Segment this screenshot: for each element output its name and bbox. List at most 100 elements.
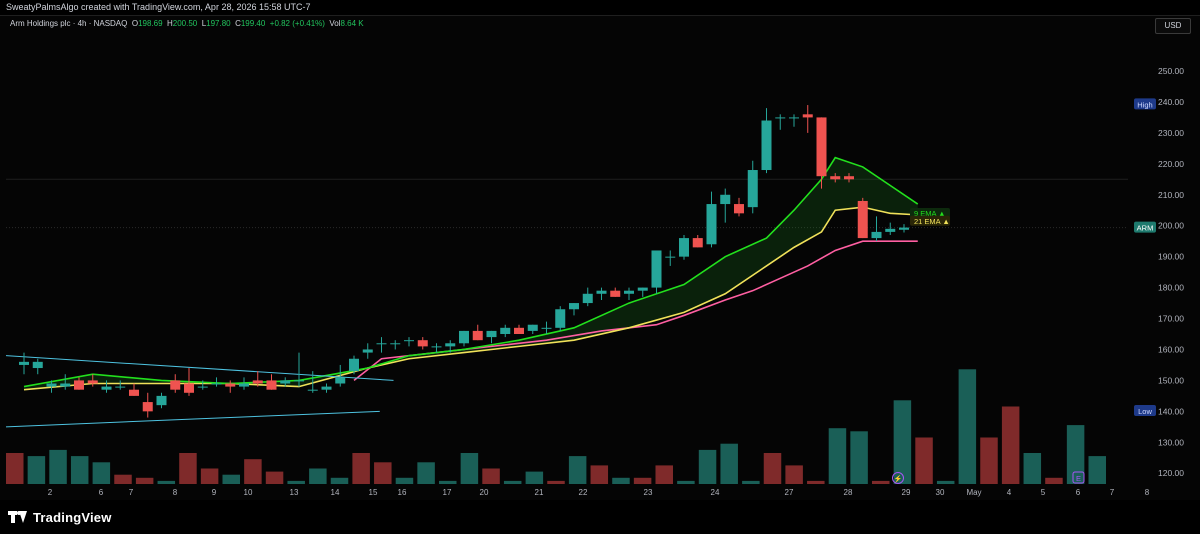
y-tick-label: 160.00: [1158, 344, 1184, 354]
candle-body: [624, 290, 634, 294]
volume-bar: [980, 437, 998, 484]
x-tick-label: 29: [902, 488, 911, 497]
candle-body: [857, 200, 868, 239]
close-value: 199.40: [240, 19, 266, 28]
candle-body: [321, 386, 332, 390]
close-label: C: [235, 19, 241, 28]
volume-bar: [742, 480, 760, 484]
candle-body: [500, 327, 511, 334]
open-value: 198.69: [138, 19, 163, 28]
earnings-marker-label: E: [1076, 474, 1081, 483]
earnings-flash-icon: [892, 472, 904, 484]
candle-body: [390, 343, 401, 345]
candle-body: [142, 402, 153, 412]
x-tick-label: 21: [535, 488, 544, 497]
y-tick-label: 130.00: [1158, 437, 1184, 447]
candle-body: [816, 117, 827, 177]
x-tick-label: 10: [244, 488, 253, 497]
trendline: [5, 410, 380, 428]
tradingview-logo[interactable]: TradingView: [8, 509, 112, 525]
candle-body: [74, 380, 84, 390]
volume-bar: [936, 480, 955, 484]
attribution-bar: SweatyPalmsAlgo created with TradingView…: [0, 0, 1200, 15]
footer: TradingView: [0, 500, 1200, 534]
volume-bar: [6, 453, 24, 484]
candle-body: [294, 380, 304, 382]
candle-body: [692, 238, 703, 248]
candle-body: [349, 358, 359, 372]
candle-body: [362, 349, 373, 353]
candle-body: [225, 383, 236, 387]
y-tick-label: 210.00: [1158, 190, 1184, 200]
volume-bar: [374, 462, 392, 484]
candle-body: [830, 176, 841, 180]
volume-value: 8.64 K: [340, 19, 364, 28]
candle-body: [720, 194, 731, 205]
candle-body: [472, 330, 483, 341]
chart-area[interactable]: [0, 15, 1200, 502]
candle-body: [280, 380, 291, 384]
attribution-text: SweatyPalmsAlgo created with TradingView…: [6, 2, 311, 12]
volume-bar: [27, 456, 46, 484]
volume-bar: [828, 428, 847, 484]
candle-body: [802, 114, 813, 118]
symbol-badge-bg: [1134, 221, 1156, 233]
candle-body: [844, 176, 854, 180]
volume-bar: [1088, 456, 1106, 484]
high-badge: High: [1137, 100, 1152, 109]
symbol-name: Arm Holdings plc · 4h · NASDAQ: [10, 19, 128, 28]
candle-body: [60, 383, 71, 387]
volume-bar: [568, 456, 587, 484]
volume-bar: [135, 477, 154, 484]
x-tick-label: 28: [844, 488, 853, 497]
x-tick-label: 6: [1076, 488, 1081, 497]
candle-body: [307, 389, 318, 391]
candle-body: [761, 120, 772, 171]
candle-body: [197, 386, 208, 388]
candle-body: [555, 309, 566, 328]
ema-9-label: 9 EMA ▲: [914, 209, 946, 218]
candle-body: [514, 327, 524, 334]
volume-bar: [287, 480, 305, 484]
volume-bar: [720, 443, 738, 484]
volume-bar: [309, 468, 327, 484]
volume-bar: [395, 477, 414, 484]
volume-bar: [633, 477, 652, 484]
volume-bar: [200, 468, 219, 484]
candle-body: [252, 380, 263, 384]
candle-body: [582, 293, 593, 304]
x-tick-label: 9: [212, 488, 217, 497]
x-tick-label: 2: [48, 488, 53, 497]
candle-body: [115, 386, 126, 388]
candle-body: [541, 327, 552, 329]
x-tick-label: 17: [443, 488, 452, 497]
candle-body: [101, 386, 112, 390]
ema-9-line: [23, 156, 919, 388]
candle-body: [596, 290, 607, 294]
volume-bar: [49, 449, 67, 484]
y-tick-label: 190.00: [1158, 252, 1184, 262]
volume-bar: [460, 453, 479, 484]
price-chart[interactable]: 120.00 130.00 140.00 150.00 160.00 170.00 180.…: [0, 0, 1200, 500]
candle-body: [665, 256, 676, 258]
candle-body: [417, 340, 428, 347]
volume-bar: [1023, 453, 1042, 484]
candle-body: [211, 383, 222, 385]
currency-button[interactable]: USD: [1155, 18, 1191, 34]
volume-bar: [265, 471, 284, 484]
candle-body: [445, 343, 456, 347]
volume-bar: [807, 480, 825, 484]
change-value: +0.82 (+0.41%): [269, 19, 325, 28]
candle-body: [376, 343, 387, 345]
high-badge-bg: [1134, 98, 1156, 110]
candle-body: [610, 290, 621, 297]
y-tick-label: 170.00: [1158, 314, 1184, 324]
volume-bar: [893, 400, 912, 484]
volume-bar: [70, 456, 89, 484]
volume-bar: [1001, 406, 1020, 484]
y-tick-label: 180.00: [1158, 283, 1184, 293]
flash-marker-label: ⚡: [894, 474, 903, 483]
volume-bar: [958, 369, 977, 484]
candle-body: [335, 377, 346, 384]
volume-bar: [547, 480, 565, 484]
